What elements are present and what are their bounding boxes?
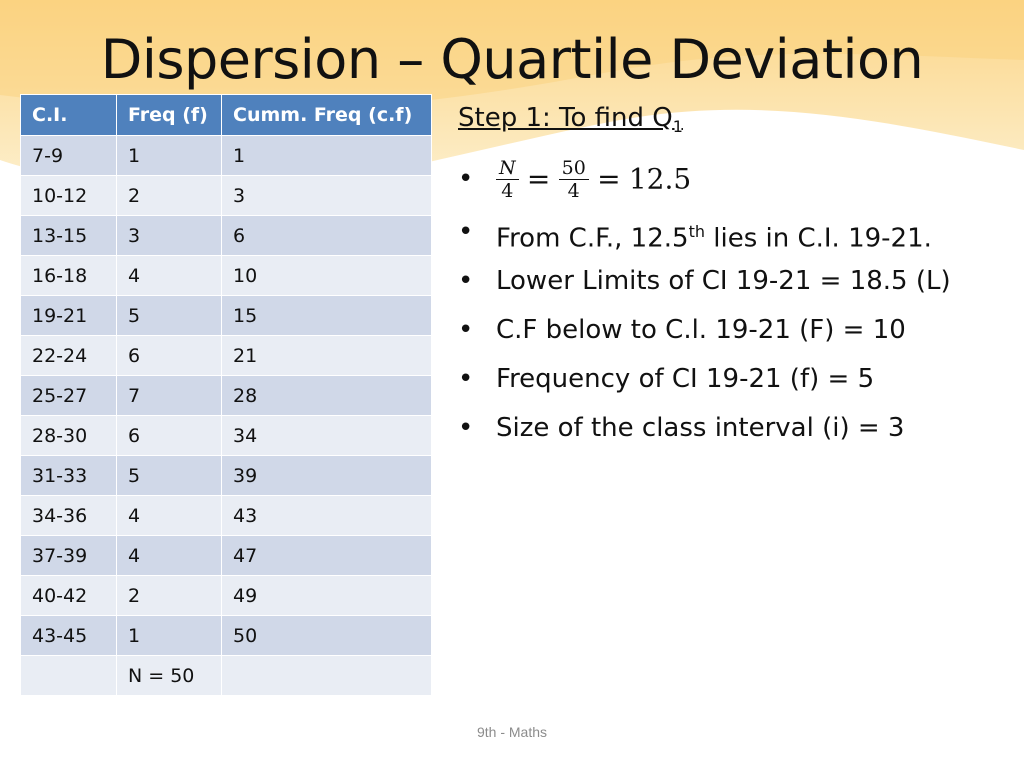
header-freq: Freq (f) [116,94,222,136]
cell-ci: 16-18 [20,255,117,296]
bullet-item: • From C.F., 12.5th lies in C.I. 19-21. [458,212,1018,261]
table-header-row: C.I. Freq (f) Cumm. Freq (c.f) [20,94,432,136]
cell-cf: 39 [221,455,432,496]
table-row: 19-21 5 15 [20,295,432,336]
cell-cf: 47 [221,535,432,576]
cell-ci: 34-36 [20,495,117,536]
table-row: 16-18 4 10 [20,255,432,296]
cell-freq: 4 [116,535,222,576]
cell-cf: 10 [221,255,432,296]
point-text: C.F below to C.l. 19-21 (F) = 10 [496,315,906,346]
header-ci: C.I. [20,94,117,136]
cell-cf: 3 [221,175,432,216]
cell-ci: 43-45 [20,615,117,656]
table-row: 40-42 2 49 [20,575,432,616]
cell-freq: 1 [116,135,222,176]
cell-total-n: N = 50 [116,655,222,696]
fraction-numerator: N [496,157,519,181]
step-subscript: 1 [672,117,683,137]
cell-freq: 6 [116,335,222,376]
cell-ci: 7-9 [20,135,117,176]
cell-cf: 1 [221,135,432,176]
cell-cf: 50 [221,615,432,656]
bullet-icon: • [458,266,474,297]
cell-freq: 4 [116,495,222,536]
bullet-icon: • [458,217,474,248]
fraction-50-over-4: 50 4 [558,157,589,203]
cell-cf: 49 [221,575,432,616]
point-text: Frequency of CI 19-21 (f) = 5 [496,364,875,395]
cell-ci: 31-33 [20,455,117,496]
table-row: 13-15 3 6 [20,215,432,256]
cell-freq: 1 [116,615,222,656]
cell-freq: 7 [116,375,222,416]
table-row: 22-24 6 21 [20,335,432,376]
cell-ci: 10-12 [20,175,117,216]
cell-ci [20,655,117,696]
point-text: From C.F., 12.5 [496,223,689,254]
cell-ci: 37-39 [20,535,117,576]
table-total-row: N = 50 [20,655,432,696]
fraction-denominator: 4 [501,180,514,203]
cell-cf: 21 [221,335,432,376]
table-row: 43-45 1 50 [20,615,432,656]
formula-result: 12.5 [628,162,692,196]
slide-footer: 9th - Maths [476,724,548,740]
cell-ci: 28-30 [20,415,117,456]
bullet-item: • Lower Limits of CI 19-21 = 18.5 (L) [458,261,1018,310]
fraction-numerator: 50 [558,157,589,181]
cell-cf: 34 [221,415,432,456]
cell-cf: 43 [221,495,432,536]
step-text: Step 1: To find Q [458,103,673,133]
bullet-icon: • [458,413,474,444]
cell-ci: 13-15 [20,215,117,256]
cell-freq: 3 [116,215,222,256]
point-superscript: th [688,222,705,242]
bullet-icon: • [458,364,474,395]
bullet-item: • C.F below to C.l. 19-21 (F) = 10 [458,310,1018,359]
cell-freq: 4 [116,255,222,296]
cell-ci: 19-21 [20,295,117,336]
table-row: 34-36 4 43 [20,495,432,536]
cell-freq: 5 [116,295,222,336]
cell-ci: 25-27 [20,375,117,416]
bullet-icon: • [458,164,474,195]
point-text: Size of the class interval (i) = 3 [496,413,905,444]
fraction-denominator: 4 [567,180,580,203]
cell-cf: 15 [221,295,432,336]
table-row: 28-30 6 34 [20,415,432,456]
point-text: lies in C.I. 19-21. [704,223,932,254]
table-row: 37-39 4 47 [20,535,432,576]
cell-cf: 6 [221,215,432,256]
step-heading: Step 1: To find Q1 [458,103,1018,136]
equals-sign: = [597,162,621,196]
cell-freq: 6 [116,415,222,456]
slide-title: Dispersion – Quartile Deviation [100,28,924,91]
table-row: 25-27 7 28 [20,375,432,416]
cell-cf: 28 [221,375,432,416]
cell-freq: 2 [116,575,222,616]
header-cumm-freq: Cumm. Freq (c.f) [221,94,432,136]
bullet-item: • Size of the class interval (i) = 3 [458,408,1018,457]
cell-freq: 5 [116,455,222,496]
bullet-item: • Frequency of CI 19-21 (f) = 5 [458,359,1018,408]
cell-freq: 2 [116,175,222,216]
point-text: Lower Limits of CI 19-21 = 18.5 (L) [496,266,951,297]
cell-ci: 22-24 [20,335,117,376]
table-row: 31-33 5 39 [20,455,432,496]
bullet-icon: • [458,315,474,346]
table-row: 7-9 1 1 [20,135,432,176]
cell-cf [221,655,432,696]
frequency-table: C.I. Freq (f) Cumm. Freq (c.f) 7-9 1 1 10-… [20,94,432,696]
cell-ci: 40-42 [20,575,117,616]
equals-sign: = [526,162,551,196]
table-row: 10-12 2 3 [20,175,432,216]
